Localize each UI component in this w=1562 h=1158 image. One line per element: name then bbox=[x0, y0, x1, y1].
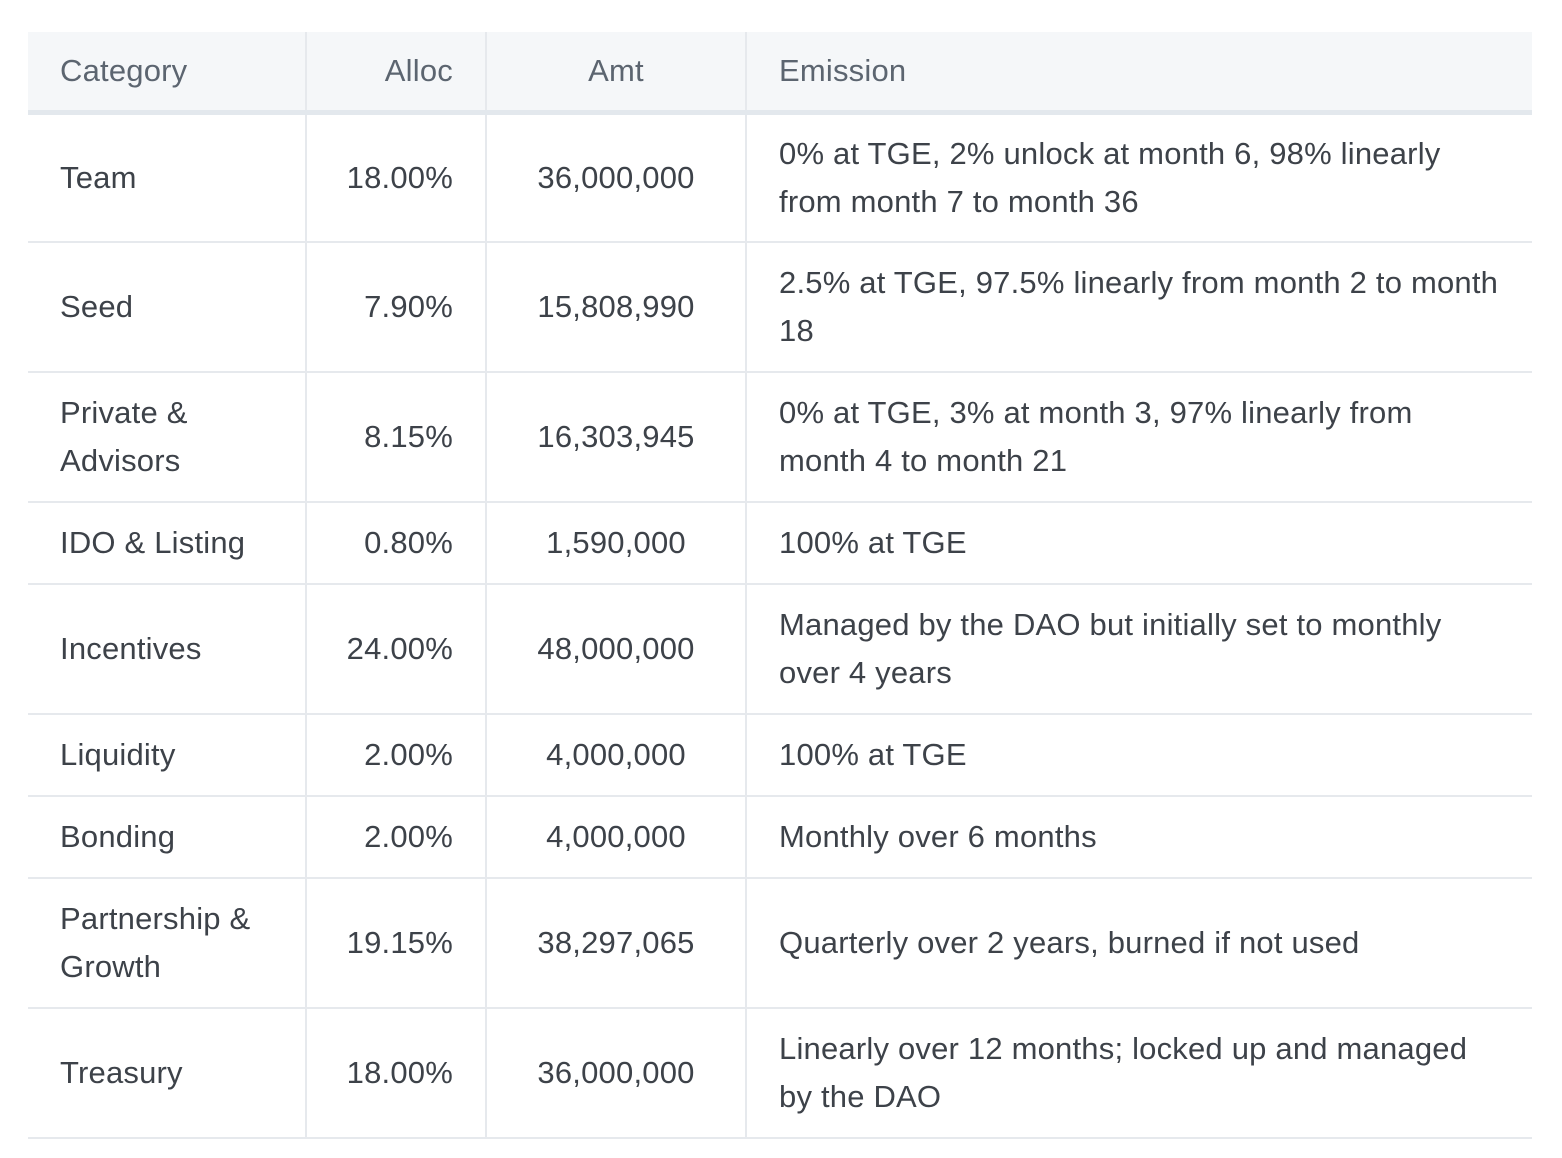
cell-emission: 100% at TGE bbox=[745, 714, 1532, 797]
cell-alloc: 8.15% bbox=[305, 372, 486, 503]
cell-emission: Monthly over 6 months bbox=[745, 796, 1532, 879]
table-row: Bonding 2.00% 4,000,000 Monthly over 6 m… bbox=[28, 796, 1532, 879]
cell-category: IDO & Listing bbox=[28, 502, 306, 585]
table-row: IDO & Listing 0.80% 1,590,000 100% at TG… bbox=[28, 502, 1532, 585]
header-amt: Amt bbox=[485, 32, 746, 115]
cell-amt: 1,590,000 bbox=[485, 502, 746, 585]
table-row: Incentives 24.00% 48,000,000 Managed by … bbox=[28, 584, 1532, 715]
cell-alloc: 24.00% bbox=[305, 584, 486, 715]
table-row: Seed 7.90% 15,808,990 2.5% at TGE, 97.5%… bbox=[28, 242, 1532, 373]
cell-emission: 100% at TGE bbox=[745, 502, 1532, 585]
cell-amt: 36,000,000 bbox=[485, 112, 746, 243]
cell-category: Treasury bbox=[28, 1008, 306, 1139]
cell-category: Bonding bbox=[28, 796, 306, 879]
cell-category: Partnership & Growth bbox=[28, 878, 306, 1009]
cell-alloc: 2.00% bbox=[305, 796, 486, 879]
cell-alloc: 2.00% bbox=[305, 714, 486, 797]
cell-emission: 2.5% at TGE, 97.5% linearly from month 2… bbox=[745, 242, 1532, 373]
header-row: Category Alloc Amt Emission bbox=[28, 32, 1532, 115]
cell-category: Team bbox=[28, 112, 306, 243]
header-alloc: Alloc bbox=[305, 32, 486, 115]
cell-category: Seed bbox=[28, 242, 306, 373]
cell-alloc: 18.00% bbox=[305, 1008, 486, 1139]
cell-emission: Quarterly over 2 years, burned if not us… bbox=[745, 878, 1532, 1009]
allocation-table: Category Alloc Amt Emission Team 18.00% … bbox=[28, 32, 1532, 1139]
allocation-table-container: Category Alloc Amt Emission Team 18.00% … bbox=[28, 32, 1532, 1139]
cell-category: Incentives bbox=[28, 584, 306, 715]
cell-category: Private & Advisors bbox=[28, 372, 306, 503]
cell-amt: 15,808,990 bbox=[485, 242, 746, 373]
table-row: Treasury 18.00% 36,000,000 Linearly over… bbox=[28, 1008, 1532, 1139]
cell-amt: 36,000,000 bbox=[485, 1008, 746, 1139]
cell-emission: 0% at TGE, 3% at month 3, 97% linearly f… bbox=[745, 372, 1532, 503]
cell-amt: 16,303,945 bbox=[485, 372, 746, 503]
cell-emission: Linearly over 12 months; locked up and m… bbox=[745, 1008, 1532, 1139]
cell-alloc: 7.90% bbox=[305, 242, 486, 373]
cell-emission: 0% at TGE, 2% unlock at month 6, 98% lin… bbox=[745, 112, 1532, 243]
cell-emission: Managed by the DAO but initially set to … bbox=[745, 584, 1532, 715]
table-body: Team 18.00% 36,000,000 0% at TGE, 2% unl… bbox=[28, 112, 1532, 1139]
cell-category: Liquidity bbox=[28, 714, 306, 797]
cell-amt: 48,000,000 bbox=[485, 584, 746, 715]
cell-amt: 38,297,065 bbox=[485, 878, 746, 1009]
table-row: Partnership & Growth 19.15% 38,297,065 Q… bbox=[28, 878, 1532, 1009]
header-category: Category bbox=[28, 32, 306, 115]
cell-alloc: 18.00% bbox=[305, 112, 486, 243]
table-row: Private & Advisors 8.15% 16,303,945 0% a… bbox=[28, 372, 1532, 503]
cell-alloc: 0.80% bbox=[305, 502, 486, 585]
cell-alloc: 19.15% bbox=[305, 878, 486, 1009]
table-header: Category Alloc Amt Emission bbox=[28, 32, 1532, 115]
table-row: Team 18.00% 36,000,000 0% at TGE, 2% unl… bbox=[28, 112, 1532, 243]
table-row: Liquidity 2.00% 4,000,000 100% at TGE bbox=[28, 714, 1532, 797]
cell-amt: 4,000,000 bbox=[485, 796, 746, 879]
cell-amt: 4,000,000 bbox=[485, 714, 746, 797]
header-emission: Emission bbox=[745, 32, 1532, 115]
